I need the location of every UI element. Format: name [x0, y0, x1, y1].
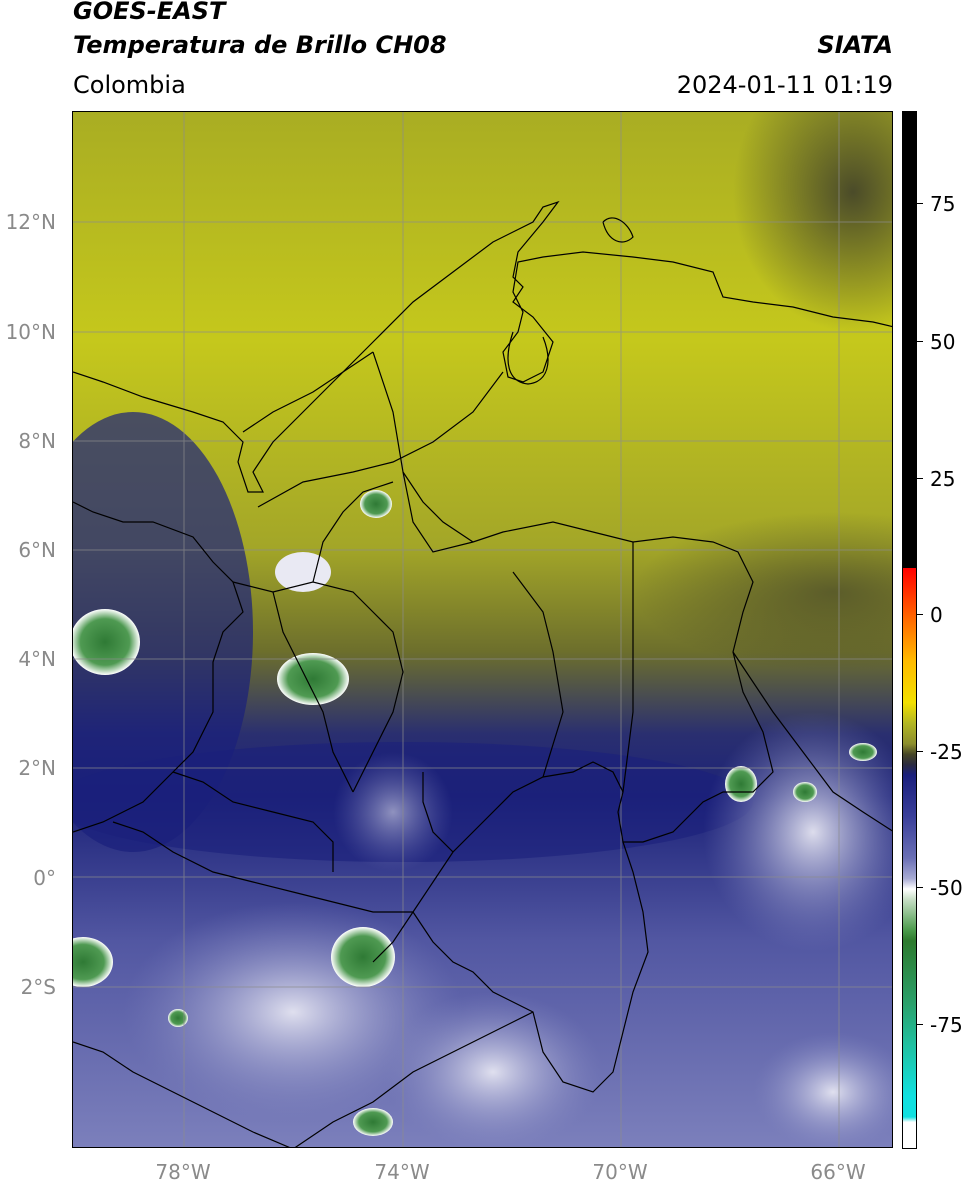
colorbar-tick-neg50 [917, 887, 923, 888]
lon-label-66w: 66°W [810, 1160, 866, 1184]
lat-label-0: 0° [33, 866, 56, 890]
region-label: Colombia [73, 71, 186, 99]
lat-label-10n: 10°N [5, 320, 56, 344]
colorbar-label-0: 0 [930, 603, 943, 627]
colorbar-tick-neg75 [917, 1024, 923, 1025]
satellite-title: GOES-EAST [73, 0, 226, 25]
colorbar-label-75: 75 [930, 192, 956, 216]
lat-label-2n: 2°N [18, 756, 56, 780]
brightness-temperature-field [73, 112, 892, 1147]
colorbar-tick-0 [917, 614, 923, 615]
colorbar-label-neg75: -75 [930, 1013, 963, 1037]
lon-label-74w: 74°W [374, 1160, 430, 1184]
colorbar-label-25: 25 [930, 467, 956, 491]
lat-label-8n: 8°N [18, 429, 56, 453]
lat-label-12n: 12°N [5, 210, 56, 234]
colorbar-label-neg25: -25 [930, 740, 963, 764]
colorbar-label-50: 50 [930, 330, 956, 354]
colorbar-tick-50 [917, 341, 923, 342]
lat-label-4n: 4°N [18, 647, 56, 671]
datetime-label: 2024-01-11 01:19 [676, 71, 893, 99]
colorbar-tick-25 [917, 478, 923, 479]
colorbar-tick-neg25 [917, 751, 923, 752]
colorbar-label-neg50: -50 [930, 876, 963, 900]
organization-label: SIATA [817, 31, 893, 59]
product-title: Temperatura de Brillo CH08 [73, 31, 447, 59]
lon-label-78w: 78°W [155, 1160, 211, 1184]
colorbar [902, 111, 917, 1149]
lon-label-70w: 70°W [592, 1160, 648, 1184]
satellite-map[interactable] [72, 111, 893, 1148]
lat-label-2s: 2°S [20, 975, 56, 999]
lat-label-6n: 6°N [18, 538, 56, 562]
colorbar-tick-75 [917, 203, 923, 204]
